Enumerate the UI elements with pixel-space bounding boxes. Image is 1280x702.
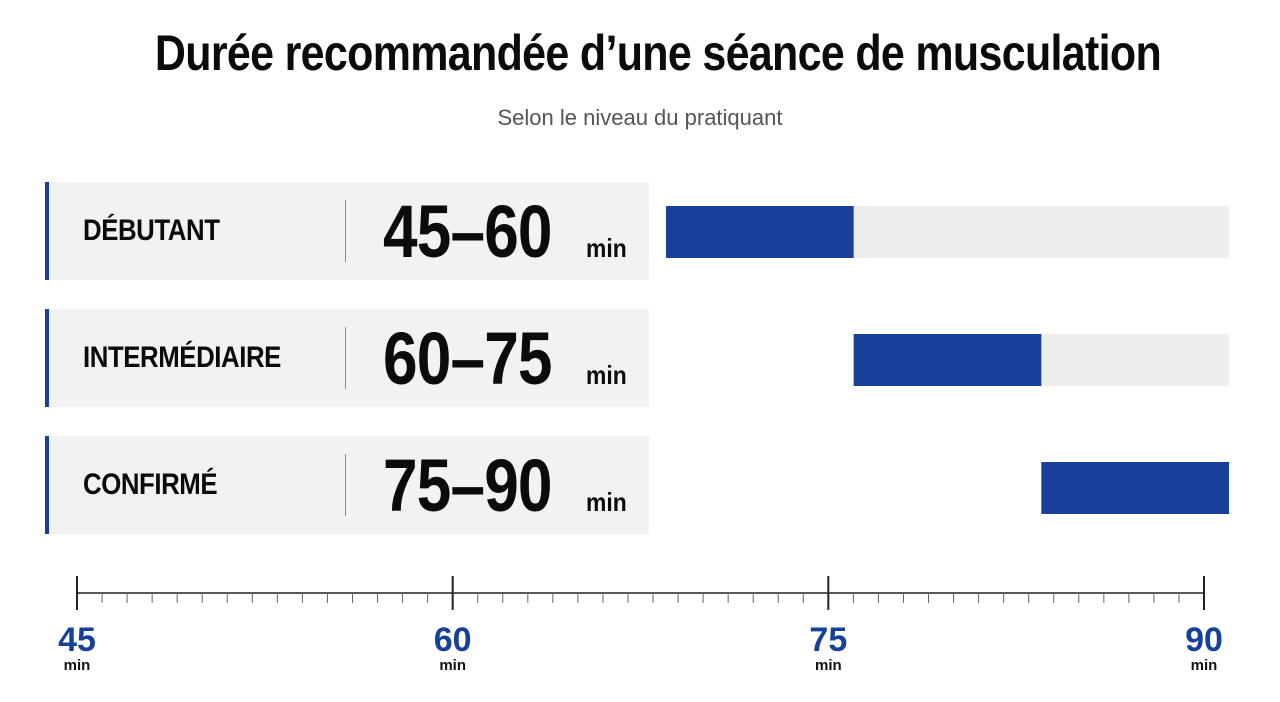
range-value: 60–75 — [383, 316, 552, 400]
level-label: CONFIRMÉ — [83, 468, 218, 501]
level-label: DÉBUTANT — [83, 214, 220, 247]
range-unit: min — [586, 487, 627, 517]
row-confirme: CONFIRMÉ 75–90 min — [45, 436, 649, 534]
range-bar — [1041, 462, 1229, 514]
chart-subtitle: Selon le niveau du pratiquant — [497, 105, 783, 130]
row-divider — [345, 200, 346, 262]
row-accent — [45, 182, 49, 280]
range-unit: min — [586, 360, 627, 390]
axis-tick-unit: min — [64, 657, 91, 674]
range-bar — [666, 206, 854, 258]
range-value: 45–60 — [383, 189, 552, 273]
axis-tick-unit: min — [439, 657, 466, 674]
axis-tick-unit: min — [815, 657, 842, 674]
range-value: 75–90 — [383, 443, 552, 527]
row-accent — [45, 436, 49, 534]
row-intermediaire: INTERMÉDIAIRE 60–75 min — [45, 309, 649, 407]
axis-tick-label: 60 — [434, 621, 472, 659]
range-unit: min — [586, 233, 627, 263]
axis-tick-label: 45 — [58, 621, 96, 659]
axis-tick-unit: min — [1191, 657, 1218, 674]
chart-title: Durée recommandée d’une séance de muscul… — [154, 25, 1162, 81]
row-divider — [345, 327, 346, 389]
row-divider — [345, 454, 346, 516]
axis-tick-label: 90 — [1185, 621, 1223, 659]
row-accent — [45, 309, 49, 407]
axis-tick-label: 75 — [809, 621, 847, 659]
range-bar — [853, 334, 1042, 386]
row-debutant: DÉBUTANT 45–60 min — [45, 182, 649, 280]
level-label: INTERMÉDIAIRE — [83, 341, 281, 374]
